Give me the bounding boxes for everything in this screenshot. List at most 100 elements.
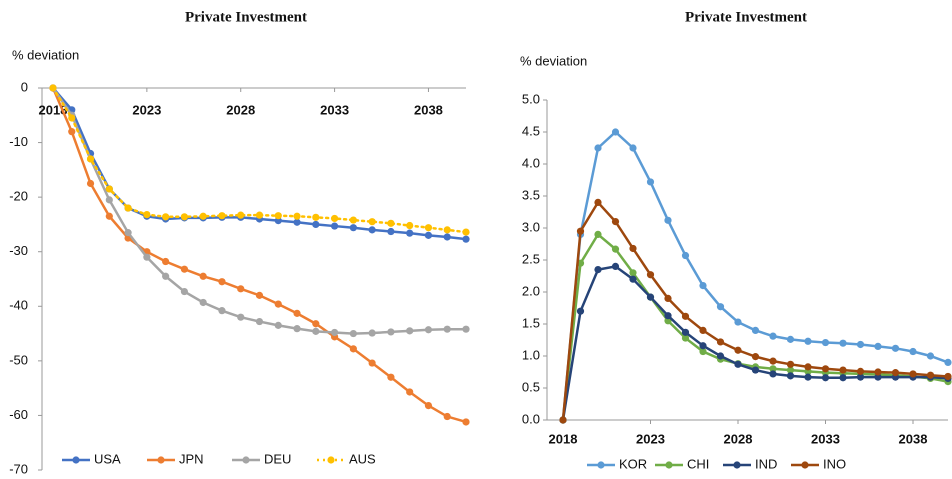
point bbox=[349, 345, 357, 353]
point bbox=[856, 340, 865, 349]
point bbox=[804, 337, 812, 345]
point bbox=[424, 231, 433, 239]
point bbox=[330, 222, 339, 230]
point bbox=[629, 244, 637, 253]
point bbox=[594, 230, 602, 238]
point bbox=[218, 278, 226, 286]
point bbox=[218, 212, 226, 220]
point bbox=[237, 211, 245, 219]
point bbox=[786, 335, 795, 343]
legend-label: USA bbox=[94, 451, 121, 466]
point bbox=[594, 198, 602, 206]
point bbox=[734, 318, 742, 326]
point bbox=[274, 321, 282, 329]
chart-title: Private Investment bbox=[185, 9, 307, 25]
point bbox=[180, 213, 189, 221]
legend-label: AUS bbox=[349, 451, 376, 466]
point bbox=[218, 307, 226, 315]
point bbox=[751, 366, 760, 374]
point bbox=[909, 347, 917, 356]
y-tick-label: 1.0 bbox=[522, 347, 540, 362]
point bbox=[368, 329, 376, 337]
point bbox=[664, 312, 672, 320]
point bbox=[105, 196, 113, 204]
point bbox=[330, 214, 339, 223]
point bbox=[611, 218, 620, 226]
point bbox=[856, 373, 865, 381]
y-tick-label: 4.5 bbox=[522, 123, 540, 138]
point bbox=[199, 212, 207, 220]
point bbox=[86, 179, 95, 188]
legend-marker bbox=[801, 461, 809, 469]
point bbox=[821, 365, 830, 373]
point bbox=[664, 216, 672, 224]
y-tick-label: -20 bbox=[9, 189, 28, 204]
y-tick-label: 1.5 bbox=[522, 315, 540, 330]
point bbox=[387, 227, 395, 236]
point bbox=[387, 328, 395, 336]
point bbox=[368, 359, 376, 367]
chart-title: Private Investment bbox=[685, 9, 807, 25]
y-tick-label: 3.5 bbox=[522, 187, 540, 202]
point bbox=[274, 300, 282, 308]
y-tick-label: -70 bbox=[9, 461, 28, 476]
x-tick-label: 2033 bbox=[320, 102, 349, 117]
point bbox=[387, 373, 395, 381]
legend-marker bbox=[157, 456, 165, 464]
point bbox=[68, 114, 76, 122]
point bbox=[424, 402, 433, 410]
y-tick-label: -60 bbox=[9, 407, 28, 422]
point bbox=[86, 155, 95, 163]
point bbox=[786, 360, 795, 368]
y-tick-label: 4.0 bbox=[522, 155, 540, 170]
point bbox=[255, 211, 264, 219]
point bbox=[629, 275, 637, 283]
point bbox=[576, 307, 585, 315]
point bbox=[237, 285, 245, 293]
point bbox=[237, 313, 245, 321]
point bbox=[143, 211, 151, 219]
x-tick-label: 2028 bbox=[724, 431, 753, 446]
point bbox=[162, 272, 170, 280]
point bbox=[462, 418, 470, 426]
point bbox=[804, 363, 812, 371]
point bbox=[769, 332, 777, 340]
legend-label: DEU bbox=[264, 451, 291, 466]
point bbox=[443, 226, 451, 234]
point bbox=[699, 342, 707, 350]
point bbox=[751, 353, 760, 361]
point bbox=[681, 334, 690, 342]
point bbox=[629, 269, 637, 277]
point bbox=[143, 253, 151, 261]
x-tick-label: 2018 bbox=[549, 431, 578, 446]
point bbox=[49, 84, 57, 92]
point bbox=[387, 219, 395, 227]
y-tick-label: 0 bbox=[21, 79, 28, 94]
point bbox=[368, 218, 376, 226]
point bbox=[443, 233, 451, 241]
point bbox=[312, 220, 320, 229]
point bbox=[769, 370, 777, 378]
point bbox=[909, 370, 917, 378]
point bbox=[162, 213, 170, 221]
y-tick-label: 3.0 bbox=[522, 219, 540, 234]
point bbox=[874, 373, 882, 381]
point bbox=[462, 325, 470, 333]
point bbox=[349, 329, 357, 338]
y-axis-label: % deviation bbox=[12, 47, 79, 62]
legend-marker bbox=[733, 461, 741, 469]
y-tick-label: -10 bbox=[9, 134, 28, 149]
point bbox=[312, 320, 320, 328]
point bbox=[944, 358, 952, 366]
y-tick-label: 2.0 bbox=[522, 283, 540, 298]
point bbox=[611, 262, 620, 270]
point bbox=[180, 265, 189, 273]
point bbox=[751, 326, 760, 334]
legend-label: KOR bbox=[619, 456, 647, 471]
point bbox=[821, 374, 830, 382]
point bbox=[255, 291, 264, 299]
point bbox=[462, 235, 470, 243]
point bbox=[312, 213, 320, 221]
point bbox=[576, 227, 585, 235]
x-tick-label: 2038 bbox=[414, 102, 443, 117]
